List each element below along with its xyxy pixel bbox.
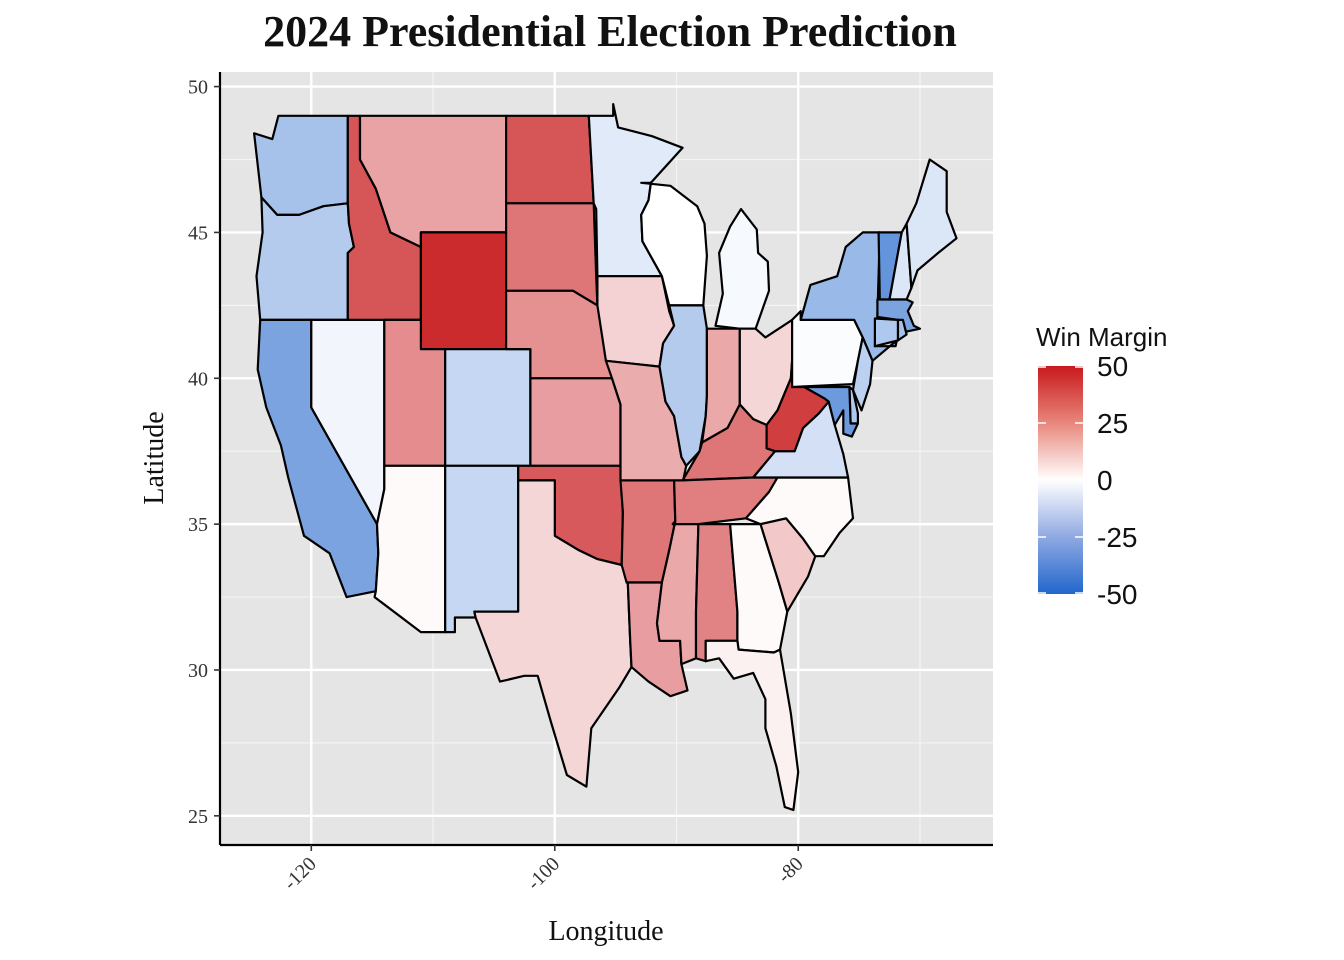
x-axis-label: Longitude xyxy=(548,916,663,947)
legend-tick-label: 50 xyxy=(1097,351,1128,382)
y-axis-label: Latitude xyxy=(139,411,170,504)
state-or xyxy=(255,196,355,321)
legend-tick-label: -25 xyxy=(1097,522,1137,553)
y-tick-label: 45 xyxy=(188,222,208,244)
state-md xyxy=(803,385,859,438)
states-layer xyxy=(253,103,958,812)
legend-tick-label: -50 xyxy=(1097,579,1137,610)
state-nm xyxy=(444,464,520,634)
legend-tick-label: 25 xyxy=(1097,408,1128,439)
state-ri xyxy=(896,318,908,342)
chart-title: 2024 Presidential Election Prediction xyxy=(263,7,957,56)
state-ct xyxy=(873,317,900,348)
x-tick-label: -100 xyxy=(523,853,564,894)
y-tick-label: 25 xyxy=(188,806,208,828)
state-co xyxy=(444,348,532,467)
state-wy xyxy=(419,231,508,351)
legend-title: Win Margin xyxy=(1036,322,1167,352)
x-tick-label: -80 xyxy=(773,853,807,887)
legend-ticks: 50 25 0 -25 -50 xyxy=(1038,351,1137,610)
state-ks xyxy=(529,377,622,467)
state-pa xyxy=(791,310,864,389)
legend-tick-label: 0 xyxy=(1097,465,1113,496)
state-nc xyxy=(744,476,855,558)
y-tick-label: 35 xyxy=(188,514,208,536)
state-fl xyxy=(704,639,800,812)
y-tick-label: 40 xyxy=(188,368,208,390)
state-me xyxy=(905,158,958,289)
y-tick-label: 50 xyxy=(188,77,208,99)
state-nd xyxy=(505,114,595,205)
x-tick-label: -120 xyxy=(279,853,320,894)
legend: Win Margin 50 25 0 -25 -50 xyxy=(1036,322,1167,610)
y-tick-label: 30 xyxy=(188,660,208,682)
